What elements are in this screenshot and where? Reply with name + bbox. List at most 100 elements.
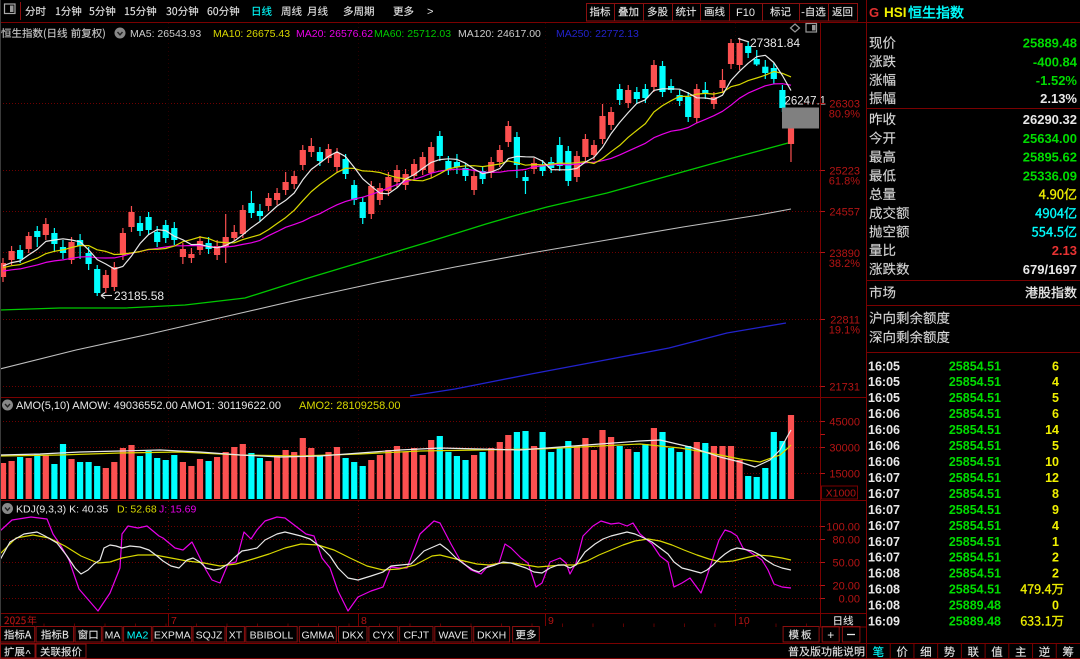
svg-text:MA60: 25712.03: MA60: 25712.03 — [374, 28, 451, 40]
svg-text:30000: 30000 — [829, 443, 860, 455]
svg-text:25854.51: 25854.51 — [949, 535, 1001, 549]
svg-text:12: 12 — [1045, 471, 1059, 485]
svg-text:D: 52.68: D: 52.68 — [117, 504, 157, 516]
svg-text:4: 4 — [1052, 375, 1059, 389]
svg-text:>: > — [427, 6, 433, 18]
svg-text:AMO(5,10) AMOW: 49036552.00 AM: AMO(5,10) AMOW: 49036552.00 AMO1: 301196… — [16, 400, 281, 412]
svg-text:16:07: 16:07 — [868, 487, 900, 501]
svg-text:22811: 22811 — [830, 315, 860, 327]
svg-text:MA2: MA2 — [127, 630, 149, 642]
svg-text:16:05: 16:05 — [868, 359, 900, 373]
svg-text:16:07: 16:07 — [868, 519, 900, 533]
svg-text:61.8%: 61.8% — [829, 175, 860, 187]
svg-text:DKX: DKX — [342, 630, 364, 642]
svg-text:F10: F10 — [736, 7, 755, 19]
svg-text:24557: 24557 — [829, 207, 860, 219]
svg-text:25854.51: 25854.51 — [949, 519, 1001, 533]
svg-text:16:07: 16:07 — [868, 471, 900, 485]
svg-text:2.13: 2.13 — [1052, 243, 1077, 258]
svg-text:16:06: 16:06 — [868, 439, 900, 453]
svg-text:26290.32: 26290.32 — [1023, 112, 1077, 127]
svg-text:25854.51: 25854.51 — [949, 567, 1001, 581]
svg-text:SQJZ: SQJZ — [196, 630, 223, 642]
svg-text:MA250: 22772.13: MA250: 22772.13 — [556, 28, 639, 40]
svg-text:25854.51: 25854.51 — [949, 423, 1001, 437]
svg-text:EXPMA: EXPMA — [154, 630, 191, 642]
svg-text:XT: XT — [229, 630, 243, 642]
svg-text:J: 15.69: J: 15.69 — [159, 504, 197, 516]
svg-text:25854.51: 25854.51 — [949, 487, 1001, 501]
svg-text:15000: 15000 — [829, 469, 860, 481]
svg-text:+: + — [827, 628, 834, 642]
svg-text:45000: 45000 — [829, 417, 860, 429]
svg-text:27381.84: 27381.84 — [750, 36, 800, 50]
svg-text:26303: 26303 — [829, 99, 860, 111]
svg-text:16:07: 16:07 — [868, 535, 900, 549]
svg-text:8: 8 — [1052, 487, 1059, 501]
svg-text:WAVE: WAVE — [439, 630, 469, 642]
svg-text:25854.51: 25854.51 — [949, 503, 1001, 517]
svg-text:BBIBOLL: BBIBOLL — [250, 630, 294, 642]
svg-text:2: 2 — [1052, 567, 1059, 581]
svg-text:MA20: 26576.62: MA20: 26576.62 — [296, 28, 373, 40]
svg-text:50.00: 50.00 — [832, 558, 860, 570]
svg-text:19.1%: 19.1% — [829, 325, 860, 337]
svg-text:25889.48: 25889.48 — [949, 615, 1001, 629]
svg-text:26247.1: 26247.1 — [785, 96, 827, 108]
svg-text:25634.00: 25634.00 — [1023, 131, 1077, 146]
svg-text:16:07: 16:07 — [868, 503, 900, 517]
svg-text:25854.51: 25854.51 — [949, 375, 1001, 389]
svg-text:25895.62: 25895.62 — [1023, 150, 1077, 165]
svg-text:2.13%: 2.13% — [1040, 91, 1077, 106]
svg-text:5: 5 — [1052, 439, 1059, 453]
svg-text:9: 9 — [1052, 503, 1059, 517]
svg-text:25854.51: 25854.51 — [949, 407, 1001, 421]
svg-text:AMO2: 28109258.00: AMO2: 28109258.00 — [299, 400, 401, 412]
svg-text:MA120: 24617.00: MA120: 24617.00 — [458, 28, 541, 40]
svg-text:-400.84: -400.84 — [1033, 54, 1078, 69]
svg-text:8: 8 — [361, 615, 367, 627]
svg-text:679/1697: 679/1697 — [1023, 262, 1077, 277]
svg-text:25223: 25223 — [829, 165, 860, 177]
svg-text:16:08: 16:08 — [868, 583, 900, 597]
svg-text:16:06: 16:06 — [868, 423, 900, 437]
svg-text:CYX: CYX — [373, 630, 395, 642]
svg-text:25336.09: 25336.09 — [1023, 169, 1077, 184]
svg-text:9: 9 — [548, 615, 554, 627]
svg-text:25854.51: 25854.51 — [949, 471, 1001, 485]
svg-text:16:08: 16:08 — [868, 567, 900, 581]
svg-text:KDJ(9,3,3) K: 40.35: KDJ(9,3,3) K: 40.35 — [16, 504, 108, 516]
svg-text:25854.51: 25854.51 — [949, 439, 1001, 453]
svg-text:38.2%: 38.2% — [829, 258, 860, 270]
svg-text:16:07: 16:07 — [868, 551, 900, 565]
svg-text:2: 2 — [1052, 551, 1059, 565]
svg-text:25854.51: 25854.51 — [949, 551, 1001, 565]
svg-text:1: 1 — [1052, 535, 1059, 549]
svg-text:80.00: 80.00 — [832, 535, 860, 547]
svg-text:^: ^ — [26, 649, 32, 659]
svg-text:25889.48: 25889.48 — [949, 599, 1001, 613]
svg-text:25889.48: 25889.48 — [1023, 36, 1077, 51]
svg-text:10: 10 — [738, 615, 750, 627]
svg-text:25854.51: 25854.51 — [949, 455, 1001, 469]
svg-text:GMMA: GMMA — [301, 630, 334, 642]
svg-text:80.9%: 80.9% — [829, 109, 860, 121]
svg-text:4: 4 — [1052, 519, 1059, 533]
svg-text:14: 14 — [1045, 423, 1059, 437]
svg-text:7: 7 — [171, 615, 177, 627]
svg-text:G: G — [869, 5, 879, 20]
svg-text:16:05: 16:05 — [868, 391, 900, 405]
svg-text:16:06: 16:06 — [868, 455, 900, 469]
svg-text:0: 0 — [1052, 599, 1059, 613]
svg-text:0.00: 0.00 — [839, 594, 860, 606]
svg-text:16:05: 16:05 — [868, 375, 900, 389]
svg-text:25854.51: 25854.51 — [949, 359, 1001, 373]
svg-text:25854.51: 25854.51 — [949, 391, 1001, 405]
svg-text:-1.52%: -1.52% — [1036, 73, 1078, 88]
svg-text:6: 6 — [1052, 407, 1059, 421]
svg-text:16:09: 16:09 — [868, 615, 900, 629]
svg-text:20.00: 20.00 — [832, 581, 860, 593]
svg-text:10: 10 — [1045, 455, 1059, 469]
svg-text:6: 6 — [1052, 359, 1059, 373]
svg-text:100.00: 100.00 — [826, 522, 860, 534]
